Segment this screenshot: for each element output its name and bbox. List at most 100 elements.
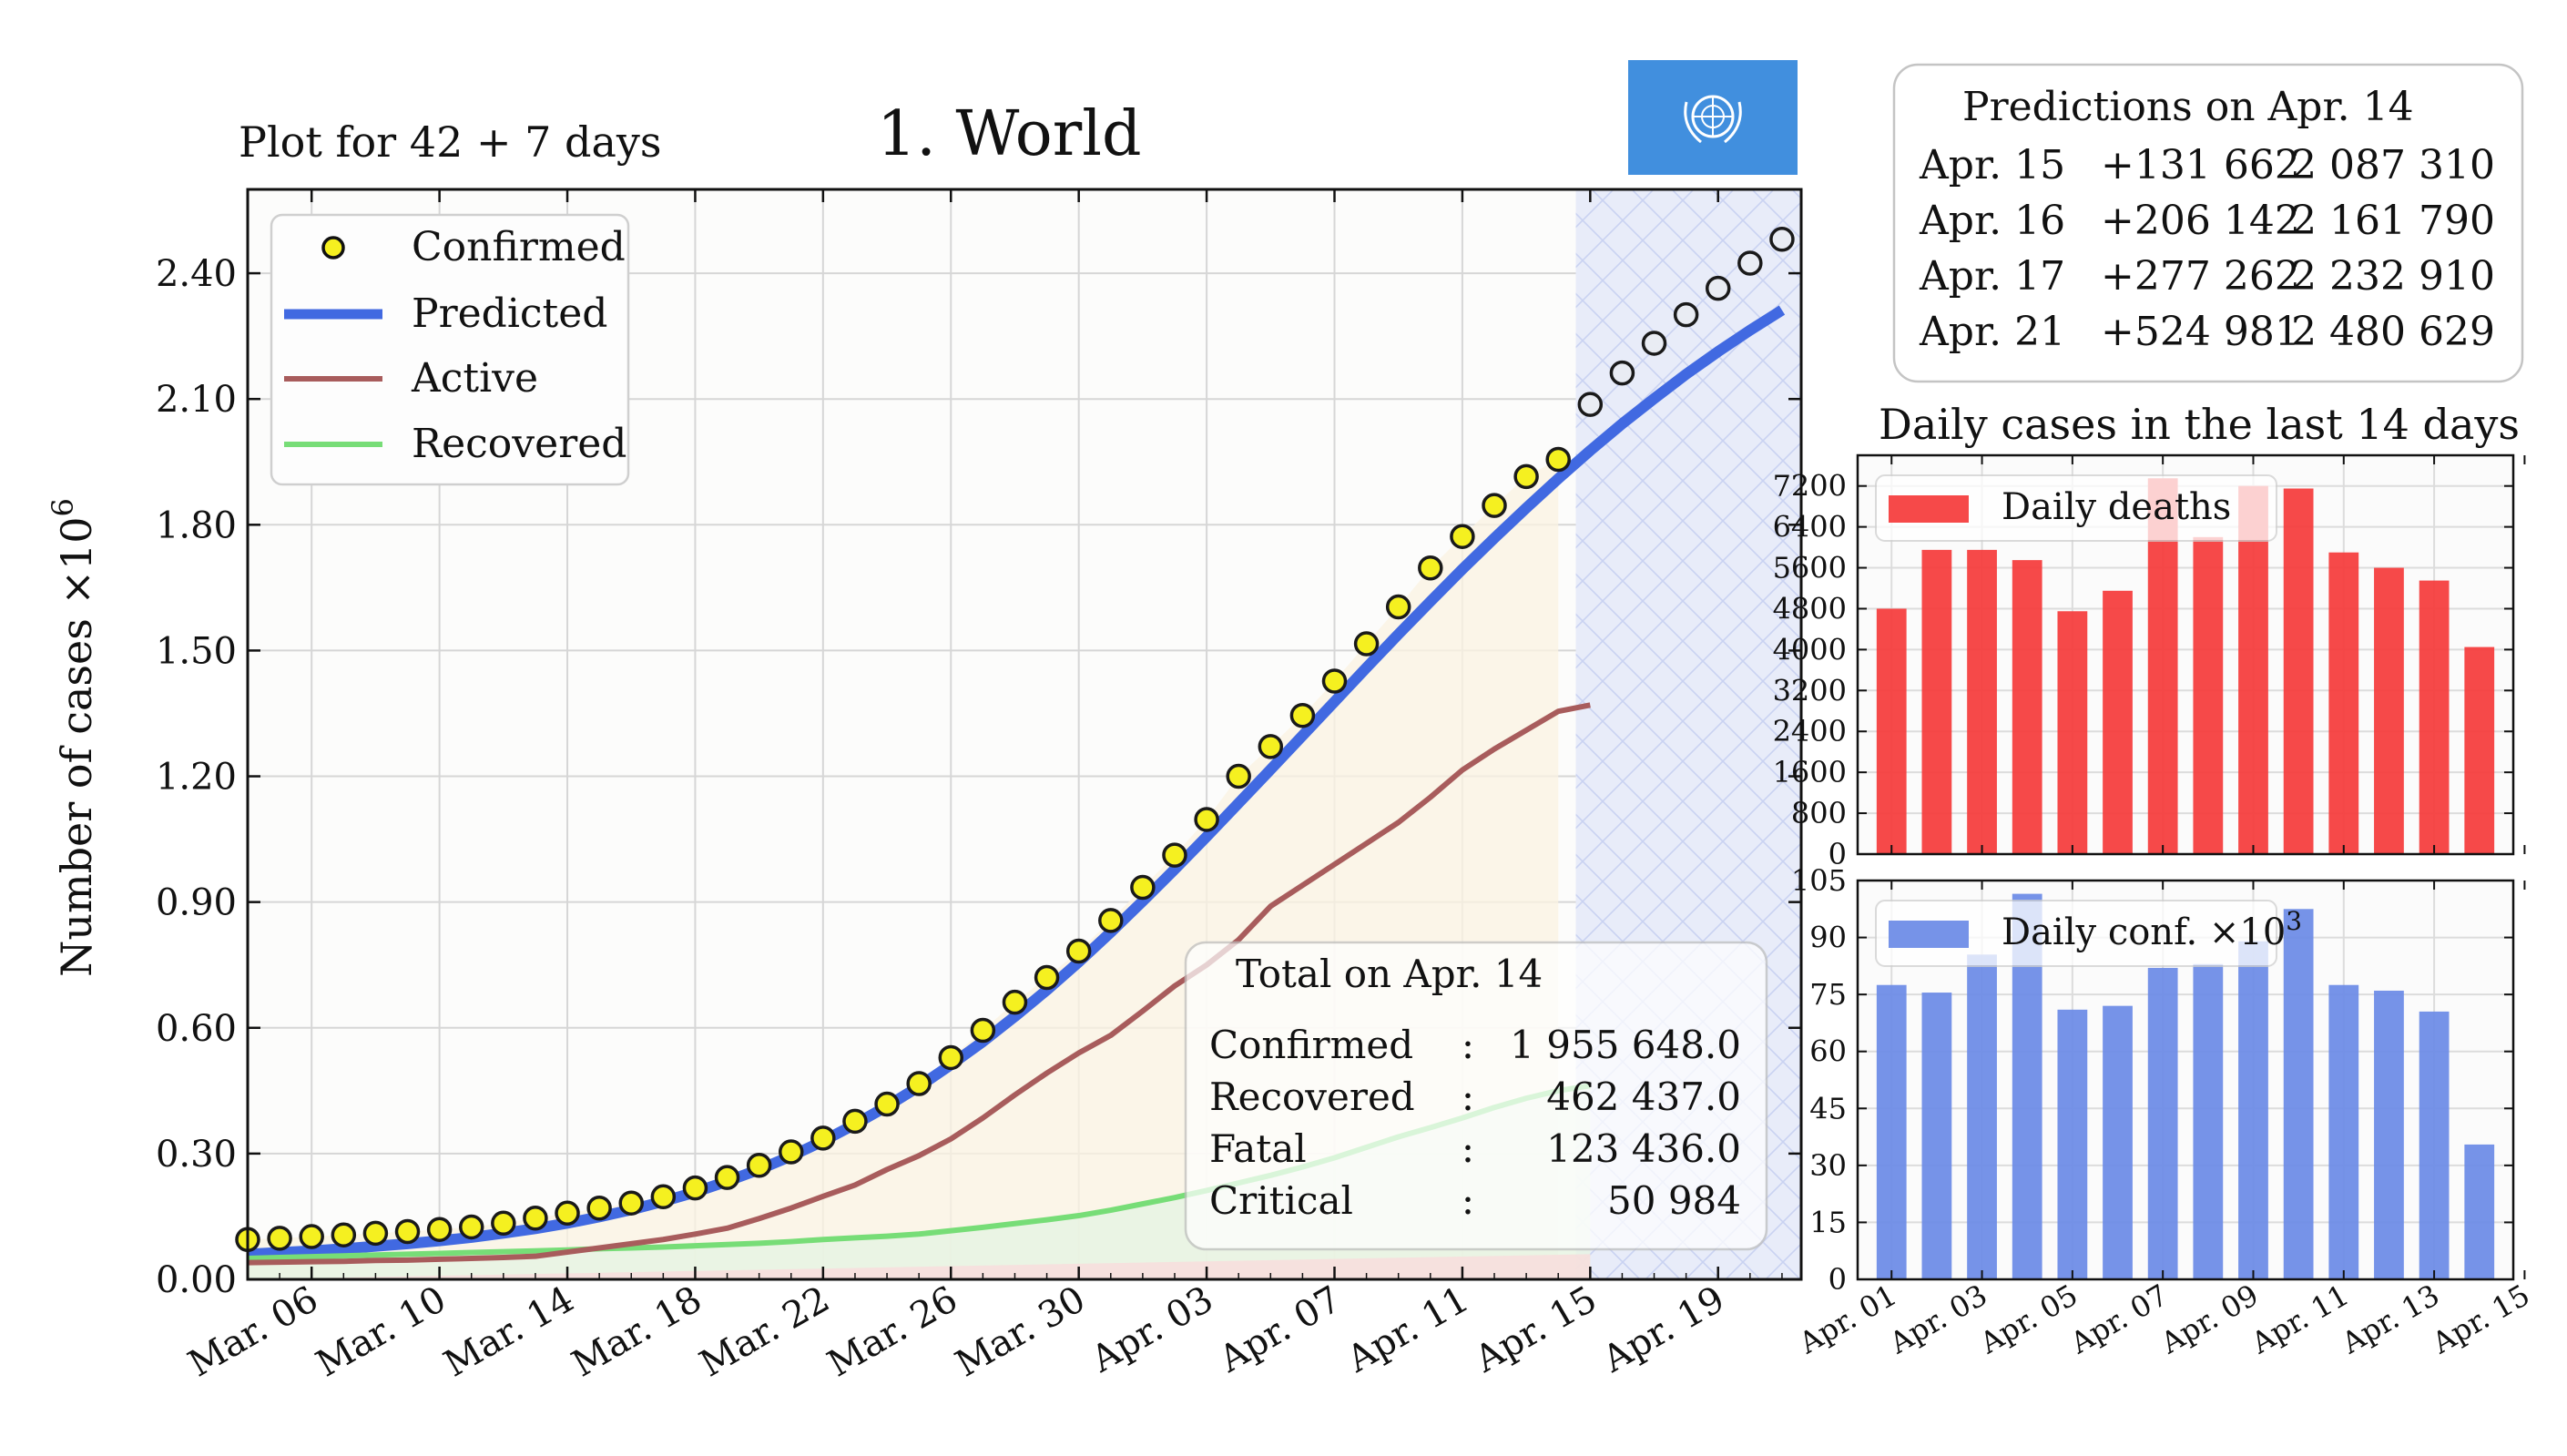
forecast-point bbox=[1705, 275, 1731, 301]
bar bbox=[1967, 549, 1997, 854]
totals-separator: : bbox=[1462, 1023, 1474, 1067]
y-tick-label: 0.00 bbox=[156, 1259, 237, 1301]
confirmed-point bbox=[810, 1125, 836, 1151]
bar-y-tick-label: 30 bbox=[1809, 1148, 1847, 1183]
confirmed-point bbox=[714, 1165, 740, 1190]
x-tick-label: Mar. 14 bbox=[437, 1278, 581, 1386]
totals-value: 1 955 648.0 bbox=[1510, 1023, 1741, 1067]
x-tick-label: Apr. 07 bbox=[1212, 1278, 1349, 1381]
legend-label: Recovered bbox=[412, 421, 626, 467]
bar-y-tick-label: 2400 bbox=[1773, 714, 1847, 748]
totals-separator: : bbox=[1462, 1126, 1474, 1171]
bar bbox=[2464, 1144, 2495, 1279]
x-tick-label: Mar. 18 bbox=[565, 1278, 708, 1386]
un-emblem-wreath bbox=[1684, 101, 1742, 144]
y-tick-label: 1.80 bbox=[156, 504, 237, 546]
confirmed-point bbox=[1482, 493, 1507, 518]
confirmed-point bbox=[618, 1190, 644, 1216]
bar-x-tick-label: Apr. 07 bbox=[2063, 1278, 2174, 1361]
confirmed-point bbox=[1002, 989, 1028, 1015]
bar-y-tick-label: 4000 bbox=[1773, 632, 1847, 667]
bar bbox=[2057, 611, 2088, 854]
x-tick-label: Apr. 19 bbox=[1595, 1278, 1732, 1381]
legend-label: Confirmed bbox=[412, 224, 626, 270]
confirmed-point bbox=[426, 1217, 453, 1242]
forecast-point bbox=[1673, 301, 1699, 328]
x-tick-label: Apr. 15 bbox=[1467, 1278, 1604, 1381]
confirmed-point bbox=[1385, 594, 1411, 620]
bar bbox=[2012, 560, 2042, 854]
legend-label: Active bbox=[411, 355, 538, 402]
bar bbox=[2374, 567, 2404, 854]
totals-value: 50 984 bbox=[1607, 1178, 1741, 1223]
x-tick-label: Mar. 22 bbox=[693, 1278, 837, 1386]
bar bbox=[2419, 1011, 2450, 1279]
x-tick-label: Mar. 26 bbox=[820, 1278, 964, 1386]
bar bbox=[1967, 954, 1997, 1279]
totals-label: Fatal bbox=[1209, 1126, 1307, 1171]
predictions-box bbox=[1892, 63, 2524, 383]
totals-label: Confirmed bbox=[1209, 1023, 1413, 1067]
confirmed-point bbox=[1130, 874, 1156, 901]
confirmed-point bbox=[650, 1184, 677, 1210]
legend-label: Predicted bbox=[412, 290, 607, 337]
totals-box bbox=[1184, 941, 1768, 1251]
confirmed-point bbox=[842, 1108, 868, 1135]
bar-y-tick-label: 3200 bbox=[1773, 673, 1847, 708]
prediction-total: 2 161 790 bbox=[2291, 198, 2495, 244]
fatal-area bbox=[248, 1254, 1591, 1279]
prediction-date: Apr. 16 bbox=[1919, 198, 2065, 244]
prediction-total: 2 232 910 bbox=[2291, 253, 2495, 300]
bar bbox=[2193, 963, 2224, 1279]
confirmed-point bbox=[938, 1044, 964, 1071]
bar-legend-swatch bbox=[1889, 921, 1969, 948]
y-tick-label: 0.60 bbox=[156, 1008, 237, 1050]
bar bbox=[2103, 590, 2133, 854]
confirmed-point bbox=[906, 1071, 932, 1096]
bar-x-tick-label: Apr. 15 bbox=[2426, 1278, 2536, 1361]
prediction-date: Apr. 17 bbox=[1919, 253, 2065, 300]
confirmed-point bbox=[267, 1226, 292, 1251]
bar bbox=[1921, 549, 1952, 854]
bar bbox=[2328, 552, 2359, 854]
confirmed-point bbox=[1162, 842, 1187, 868]
confirmed-point bbox=[555, 1200, 580, 1227]
bar-y-tick-label: 90 bbox=[1809, 921, 1847, 955]
plot-frame bbox=[246, 188, 1803, 1281]
forecast-point bbox=[1609, 360, 1635, 386]
prediction-date: Apr. 15 bbox=[1919, 142, 2065, 188]
y-tick-label: 2.10 bbox=[156, 379, 237, 421]
daily-deaths-chart: 0 800 1600 2400 3200 4000 4800 5600 6400 7200 Dail… bbox=[1773, 400, 2526, 871]
bar bbox=[2419, 580, 2450, 854]
bar-y-tick-label: 800 bbox=[1791, 796, 1847, 830]
x-tick-label: Apr. 03 bbox=[1084, 1278, 1220, 1381]
totals-value: 462 437.0 bbox=[1546, 1074, 1741, 1119]
bar bbox=[2283, 488, 2314, 854]
totals-label: Recovered bbox=[1209, 1074, 1415, 1119]
confirmed-point bbox=[1450, 524, 1475, 549]
prediction-delta: +524 981 bbox=[2101, 309, 2300, 355]
x-tick-label: Apr. 11 bbox=[1340, 1278, 1476, 1381]
bar-legend-label: Daily deaths bbox=[2002, 486, 2231, 528]
x-tick-label: Mar. 30 bbox=[949, 1278, 1093, 1386]
bar-y-tick-label: 6400 bbox=[1773, 510, 1847, 545]
x-tick-label: Mar. 10 bbox=[310, 1278, 453, 1386]
totals-value: 123 436.0 bbox=[1546, 1126, 1741, 1171]
bar-x-tick-label: Apr. 09 bbox=[2154, 1278, 2265, 1361]
y-tick-label: 2.40 bbox=[156, 253, 237, 295]
confirmed-point bbox=[491, 1210, 516, 1237]
daily-chart-title: Daily cases in the last 14 days bbox=[1879, 400, 2520, 449]
confirmed-point bbox=[394, 1218, 421, 1245]
bar-x-tick-label: Apr. 11 bbox=[2245, 1278, 2355, 1361]
forecast-point bbox=[1737, 250, 1763, 276]
prediction-total: 2 480 629 bbox=[2291, 309, 2495, 355]
bar-y-tick-label: 0 bbox=[1828, 1262, 1847, 1297]
bar bbox=[1921, 993, 1952, 1279]
bar-legend-label: Daily conf. ×103 bbox=[2002, 906, 2302, 953]
prediction-delta: +131 662 bbox=[2101, 142, 2300, 188]
bar-y-tick-label: 15 bbox=[1809, 1205, 1847, 1239]
bar bbox=[2057, 1009, 2088, 1279]
bar-plot-frame bbox=[1856, 453, 2515, 856]
bar-legend-swatch bbox=[1889, 495, 1969, 523]
